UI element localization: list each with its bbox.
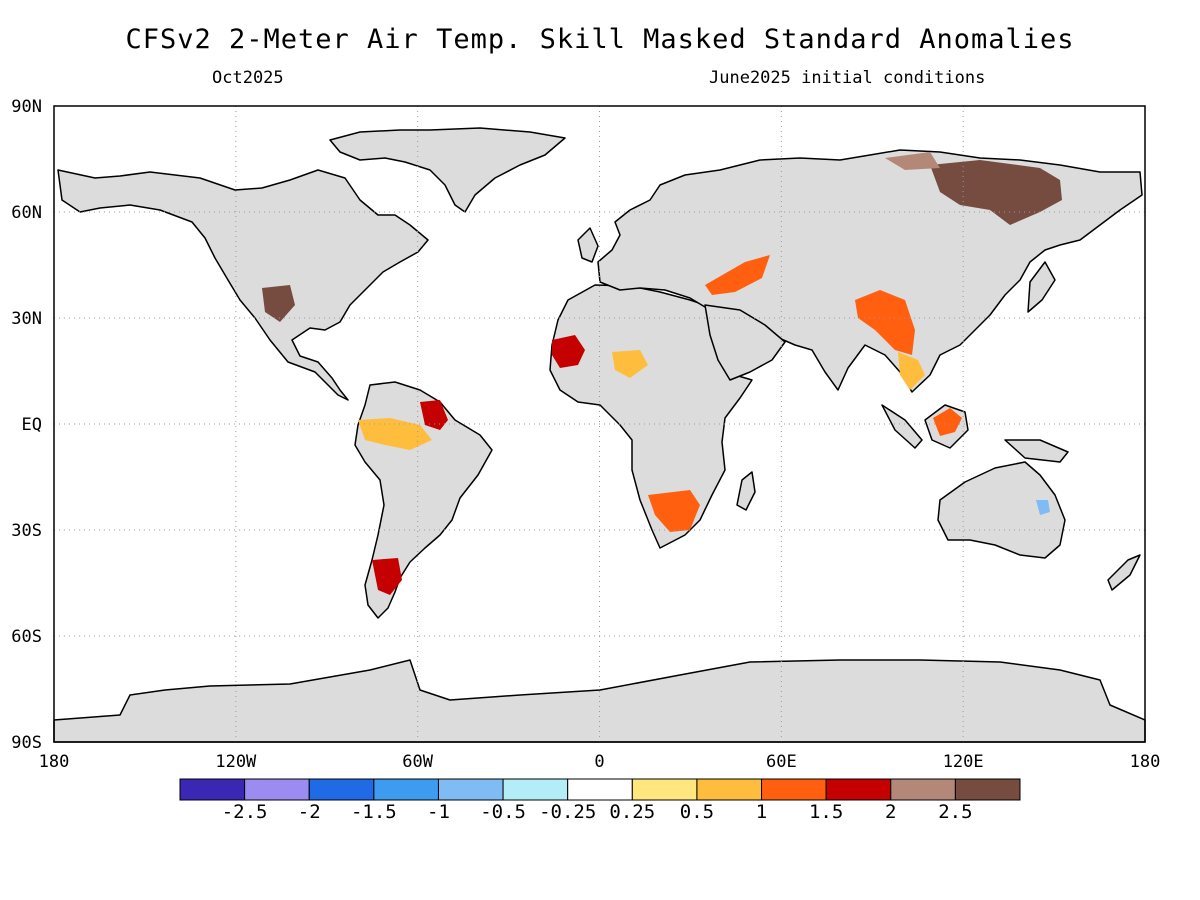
colorbar-label: 0.5 <box>680 801 714 823</box>
colorbar-label: 1 <box>756 801 767 823</box>
anomaly-region <box>420 400 448 430</box>
graticule <box>54 106 1145 742</box>
map-border <box>53 105 1146 743</box>
colorbar-swatch <box>631 778 698 801</box>
colorbar-swatch <box>890 778 956 801</box>
colorbar-swatch <box>308 778 375 801</box>
anomaly-region <box>262 285 295 322</box>
anomaly-overlays <box>262 152 1062 595</box>
longitude-labels: 180 120W 60W 0 60E 120E 180 <box>39 752 1161 772</box>
north-america <box>57 169 429 401</box>
greenland <box>329 127 566 213</box>
colorbar-swatch <box>179 778 246 801</box>
anomaly-region <box>612 350 648 378</box>
colorbar-label: 2.5 <box>938 801 972 823</box>
lat-tick-label: 30S <box>11 521 42 541</box>
colorbar-swatch <box>567 778 633 801</box>
anomaly-region <box>372 558 402 595</box>
new-zealand <box>1107 554 1141 591</box>
lon-tick-label: 60E <box>766 752 797 772</box>
lon-tick-label: 120W <box>215 752 257 772</box>
anomaly-region <box>648 490 700 532</box>
australia <box>937 461 1066 559</box>
colorbar-label: 1.5 <box>809 801 843 823</box>
lon-tick-label: 120E <box>943 752 984 772</box>
initial-conditions-label: June2025 initial conditions <box>709 68 986 88</box>
lon-tick-label: 60W <box>402 752 433 772</box>
anomaly-region <box>898 352 925 390</box>
anomaly-region <box>1036 500 1050 515</box>
lat-tick-label: 90N <box>11 97 42 117</box>
colorbar-label: -0.5 <box>480 801 526 823</box>
colorbar-swatch <box>373 778 439 801</box>
forecast-month: Oct2025 <box>212 68 284 88</box>
new-guinea <box>1004 439 1069 463</box>
colorbar: -2.5 -2 -1.5 -1 -0.5 -0.25 0.25 0.5 1 1.5 2 2.5 <box>179 778 1021 823</box>
sumatra <box>881 404 923 449</box>
lat-tick-label: EQ <box>22 415 42 435</box>
anomaly-region <box>705 255 770 295</box>
anomaly-region <box>885 152 940 170</box>
colorbar-swatch <box>437 778 504 801</box>
colorbar-label: -1.5 <box>351 801 397 823</box>
madagascar <box>736 471 756 511</box>
colorbar-label: -0.25 <box>539 801 596 823</box>
colorbar-swatch <box>244 778 310 801</box>
colorbar-swatch <box>502 778 569 801</box>
colorbar-label: -1 <box>427 801 450 823</box>
colorbar-swatch <box>825 778 892 801</box>
japan <box>1027 261 1056 313</box>
anomaly-region <box>933 408 962 436</box>
colorbar-swatch <box>761 778 827 801</box>
colorbar-label: 2 <box>885 801 896 823</box>
lon-tick-label: 0 <box>594 752 604 772</box>
colorbar-label: -2.5 <box>222 801 268 823</box>
british-isles <box>577 227 599 263</box>
colorbar-label: 0.25 <box>609 801 655 823</box>
colorbar-swatch <box>696 778 763 801</box>
lat-tick-label: 60N <box>11 203 42 223</box>
latitude-labels: 90N 60N 30N EQ 30S 60S 90S <box>11 97 42 753</box>
lat-tick-label: 30N <box>11 309 42 329</box>
arabia <box>704 304 786 381</box>
anomaly-region <box>358 418 432 450</box>
lon-tick-label: 180 <box>1130 752 1161 772</box>
colorbar-label: -2 <box>298 801 321 823</box>
lat-tick-label: 60S <box>11 627 42 647</box>
lon-tick-label: 180 <box>39 752 70 772</box>
anomaly-region <box>552 335 585 368</box>
anomaly-region <box>855 290 915 355</box>
colorbar-swatch <box>954 778 1021 801</box>
lat-tick-label: 90S <box>11 733 42 753</box>
map-title: CFSv2 2-Meter Air Temp. Skill Masked Sta… <box>125 24 1075 55</box>
